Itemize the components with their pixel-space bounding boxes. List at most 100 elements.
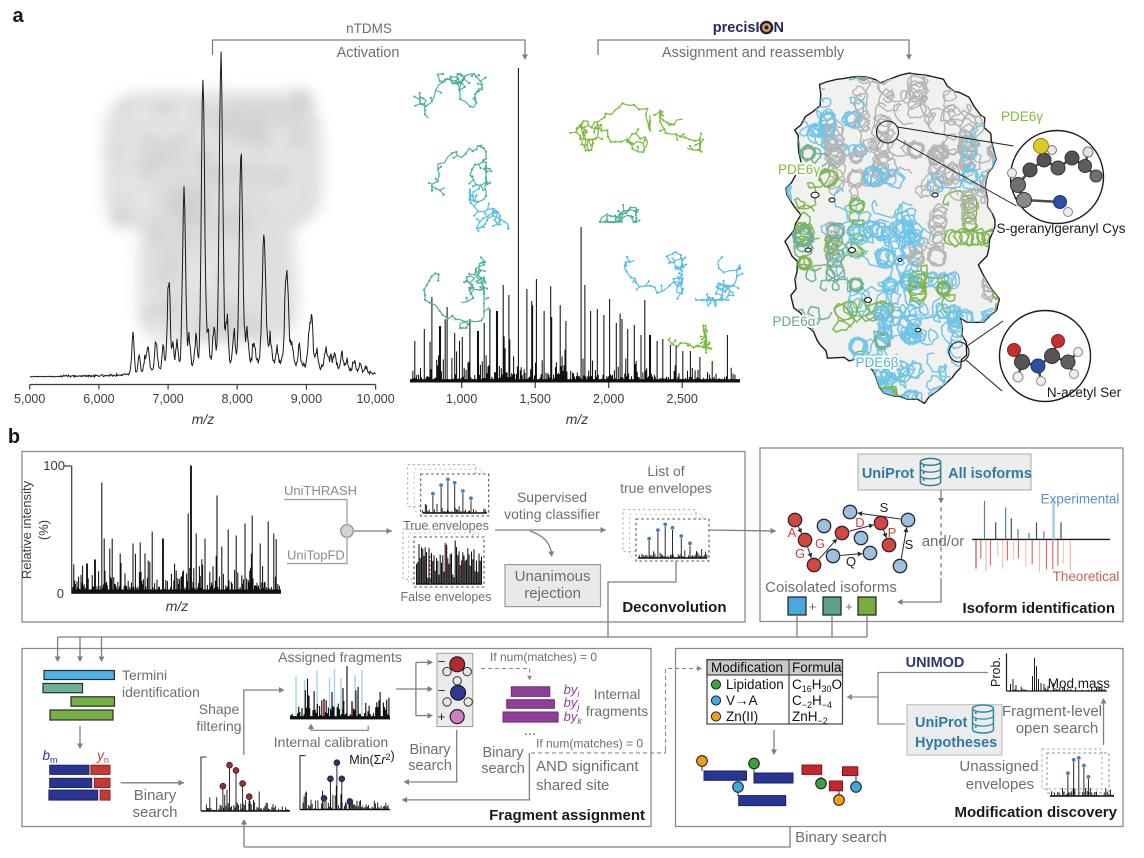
svg-text:N-acetyl Ser: N-acetyl Ser bbox=[1047, 385, 1122, 400]
svg-text:identification: identification bbox=[122, 684, 200, 700]
svg-text:6,000: 6,000 bbox=[83, 392, 114, 406]
svg-text:S-geranylgeranyl Cys: S-geranylgeranyl Cys bbox=[996, 221, 1125, 236]
svg-text:S: S bbox=[880, 500, 889, 515]
svg-text:UniProt: UniProt bbox=[915, 715, 968, 731]
svg-text:−: − bbox=[438, 683, 446, 698]
svg-text:V→A: V→A bbox=[726, 693, 758, 708]
svg-text:Hypotheses: Hypotheses bbox=[915, 735, 997, 751]
svg-text:bm: bm bbox=[42, 748, 57, 765]
svg-text:Deconvolution: Deconvolution bbox=[622, 599, 726, 616]
svg-text:Binary: Binary bbox=[409, 742, 451, 758]
svg-text:Relative intensity: Relative intensity bbox=[19, 480, 34, 579]
svg-text:ZnH−2: ZnH−2 bbox=[792, 709, 828, 726]
svg-text:Q: Q bbox=[846, 554, 856, 569]
svg-text:...: ... bbox=[524, 722, 537, 739]
svg-text:Theoretical: Theoretical bbox=[1053, 569, 1120, 584]
svg-text:yn: yn bbox=[96, 748, 109, 765]
svg-text:nTDMS: nTDMS bbox=[346, 21, 392, 36]
svg-text:m/z: m/z bbox=[192, 411, 215, 427]
svg-text:UniProt: UniProt bbox=[862, 466, 915, 482]
svg-text:All isoforms: All isoforms bbox=[948, 466, 1032, 482]
svg-text:List of: List of bbox=[647, 463, 684, 479]
svg-text:PDE6γ: PDE6γ bbox=[1001, 109, 1043, 124]
svg-text:byk: byk bbox=[564, 709, 583, 726]
svg-text:Binary: Binary bbox=[482, 745, 524, 761]
svg-text:b: b bbox=[8, 426, 20, 448]
svg-text:False envelopes: False envelopes bbox=[400, 590, 491, 604]
svg-text:m/z: m/z bbox=[166, 598, 189, 614]
svg-text:Coisolated isoforms: Coisolated isoforms bbox=[765, 579, 897, 596]
svg-text:Activation: Activation bbox=[337, 45, 400, 61]
svg-text:Zn(II): Zn(II) bbox=[726, 709, 758, 724]
svg-text:Binary: Binary bbox=[134, 787, 177, 804]
svg-text:−: − bbox=[438, 654, 446, 669]
svg-text:Lipidation: Lipidation bbox=[726, 677, 784, 692]
svg-text:Unassigned: Unassigned bbox=[959, 758, 1038, 775]
svg-text:9,000: 9,000 bbox=[291, 392, 322, 406]
svg-text:search: search bbox=[408, 758, 452, 774]
svg-text:Assigned fragments: Assigned fragments bbox=[278, 649, 402, 665]
svg-text:G: G bbox=[815, 536, 825, 551]
svg-text:If num(matches) = 0: If num(matches) = 0 bbox=[536, 737, 643, 751]
svg-text:and/or: and/or bbox=[922, 533, 965, 550]
svg-text:PDE6β: PDE6β bbox=[855, 355, 898, 370]
svg-text:(%): (%) bbox=[36, 520, 51, 540]
svg-text:UNIMOD: UNIMOD bbox=[906, 655, 965, 671]
svg-text:Assignment and reassembly: Assignment and reassembly bbox=[662, 45, 845, 61]
svg-text:byi: byi bbox=[564, 682, 581, 699]
svg-text:envelopes: envelopes bbox=[966, 776, 1034, 793]
svg-text:filtering: filtering bbox=[196, 718, 241, 734]
svg-text:true envelopes: true envelopes bbox=[620, 480, 712, 496]
svg-text:7,000: 7,000 bbox=[152, 392, 183, 406]
svg-text:Isoform identification: Isoform identification bbox=[962, 600, 1115, 617]
svg-text:+: + bbox=[809, 599, 817, 614]
svg-text:C16H30O: C16H30O bbox=[792, 677, 842, 694]
svg-text:0: 0 bbox=[57, 586, 64, 601]
svg-text:100: 100 bbox=[43, 458, 65, 473]
svg-text:Unanimous: Unanimous bbox=[515, 568, 591, 585]
svg-text:Shape: Shape bbox=[199, 701, 240, 717]
svg-text:2,500: 2,500 bbox=[667, 392, 698, 406]
svg-text:2,000: 2,000 bbox=[593, 392, 624, 406]
svg-text:+: + bbox=[438, 709, 446, 724]
svg-text:5,000: 5,000 bbox=[14, 392, 45, 406]
svg-text:N: N bbox=[774, 20, 784, 36]
svg-text:PDE6γ: PDE6γ bbox=[778, 162, 820, 177]
svg-text:Formula: Formula bbox=[792, 660, 842, 675]
svg-text:Modification discovery: Modification discovery bbox=[954, 804, 1117, 821]
svg-text:Fragment assignment: Fragment assignment bbox=[489, 807, 645, 824]
svg-text:Mod mass: Mod mass bbox=[1048, 676, 1111, 691]
svg-text:voting classifier: voting classifier bbox=[504, 506, 600, 522]
svg-text:Supervised: Supervised bbox=[517, 489, 587, 505]
svg-text:Internal calibration: Internal calibration bbox=[274, 734, 388, 750]
svg-text:a: a bbox=[12, 5, 24, 27]
svg-text:search: search bbox=[132, 804, 177, 821]
svg-text:Internal: Internal bbox=[594, 686, 641, 702]
svg-text:1,500: 1,500 bbox=[520, 392, 551, 406]
svg-text:1,000: 1,000 bbox=[446, 392, 477, 406]
svg-text:If num(matches) = 0: If num(matches) = 0 bbox=[490, 650, 597, 664]
svg-text:P: P bbox=[888, 525, 897, 540]
svg-text:D: D bbox=[855, 515, 864, 530]
svg-text:Experimental: Experimental bbox=[1041, 492, 1120, 507]
svg-text:search: search bbox=[481, 761, 525, 777]
svg-text:precisI: precisI bbox=[713, 20, 760, 36]
svg-text:10,000: 10,000 bbox=[356, 392, 394, 406]
svg-text:fragments: fragments bbox=[586, 703, 648, 719]
svg-text:8,000: 8,000 bbox=[222, 392, 253, 406]
svg-text:Prob.: Prob. bbox=[989, 657, 1003, 687]
svg-text:UniTHRASH: UniTHRASH bbox=[284, 483, 357, 498]
svg-text:open search: open search bbox=[1016, 720, 1099, 737]
svg-text:rejection: rejection bbox=[524, 585, 581, 602]
svg-text:True envelopes: True envelopes bbox=[403, 519, 489, 533]
svg-text:C−2H−4: C−2H−4 bbox=[792, 693, 832, 710]
svg-text:Fragment-level: Fragment-level bbox=[1002, 703, 1102, 720]
svg-text:Binary search: Binary search bbox=[795, 829, 887, 846]
svg-text:UniTopFD: UniTopFD bbox=[287, 548, 345, 563]
svg-text:+: + bbox=[845, 599, 853, 614]
svg-text:Modification: Modification bbox=[711, 660, 783, 675]
svg-text:byj: byj bbox=[564, 695, 581, 712]
svg-text:m/z: m/z bbox=[566, 411, 589, 427]
svg-text:Termini: Termini bbox=[122, 667, 167, 683]
svg-text:shared site: shared site bbox=[536, 777, 609, 794]
